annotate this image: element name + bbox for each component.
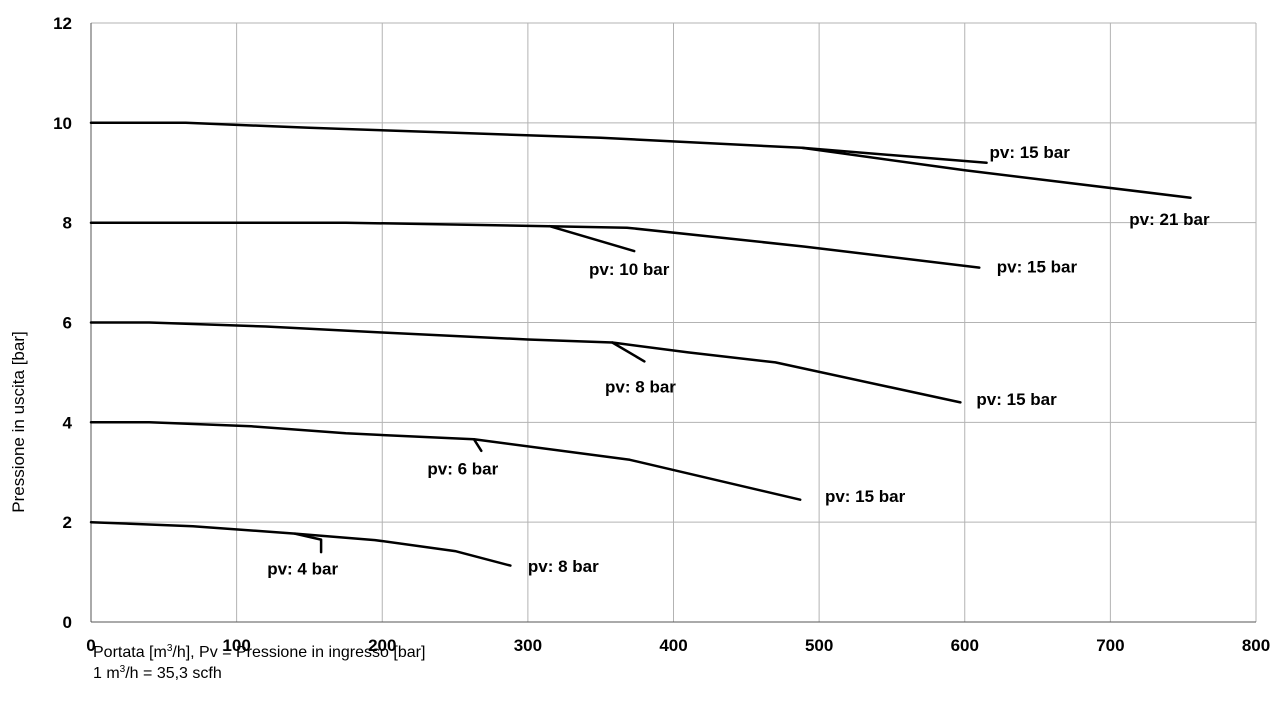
x-axis-label-line-1: Portata [m3/h], Pv = Pressione in ingres… [93,643,426,662]
x-axis-label-line-2: 1 m3/h = 35,3 scfh [93,664,222,683]
series-line [472,438,483,453]
x-tick-label: 200 [368,636,396,655]
series-line [89,421,802,501]
series-line [89,321,962,404]
y-tick-label: 8 [63,214,72,233]
x-tick-label: 600 [951,636,979,655]
y-tick-label: 0 [63,613,72,632]
series-line [89,221,981,269]
x-tick-label: 500 [805,636,833,655]
x-tick-label: 800 [1242,636,1270,655]
series-annotation: pv: 15 bar [997,258,1078,277]
series-line [89,520,512,567]
y-tick-label: 10 [53,114,72,133]
x-tick-label: 300 [514,636,542,655]
y-tick-label: 12 [53,14,72,33]
series-line [611,341,646,363]
y-axis-label: Pressione in uscita [bar] [9,331,28,512]
series-annotation: pv: 15 bar [825,487,906,506]
y-tick-label: 2 [63,513,72,532]
series-annotation: pv: 6 bar [427,460,498,479]
series-annotation: pv: 8 bar [528,557,599,576]
annotations: pv: 15 bar pv: 21 bar pv: 10 bar pv: 15 bar… [267,143,1210,579]
series-annotation: pv: 15 bar [976,390,1057,409]
x-tick-label: 100 [222,636,250,655]
series-annotation: pv: 10 bar [589,260,670,279]
series-line [800,146,1192,199]
x-tick-label: 0 [86,636,95,655]
x-axis-label: Portata [m3/h], Pv = Pressione in ingres… [93,642,425,684]
series-annotation: pv: 15 bar [990,143,1071,162]
series-layer [89,121,1192,567]
series-annotation: pv: 8 bar [605,377,676,396]
tick-labels: 0 100 200 300 400 500 600 700 800 0 2 4 6 8 10 12 [53,14,1270,655]
series-line [293,532,323,554]
x-tick-label: 400 [659,636,687,655]
y-tick-label: 4 [63,413,73,432]
x-tick-label: 700 [1096,636,1124,655]
series-line [548,224,636,253]
series-line [89,121,988,165]
series-annotation: pv: 21 bar [1129,210,1210,229]
y-tick-label: 6 [63,314,72,333]
series-annotation: pv: 4 bar [267,560,338,579]
